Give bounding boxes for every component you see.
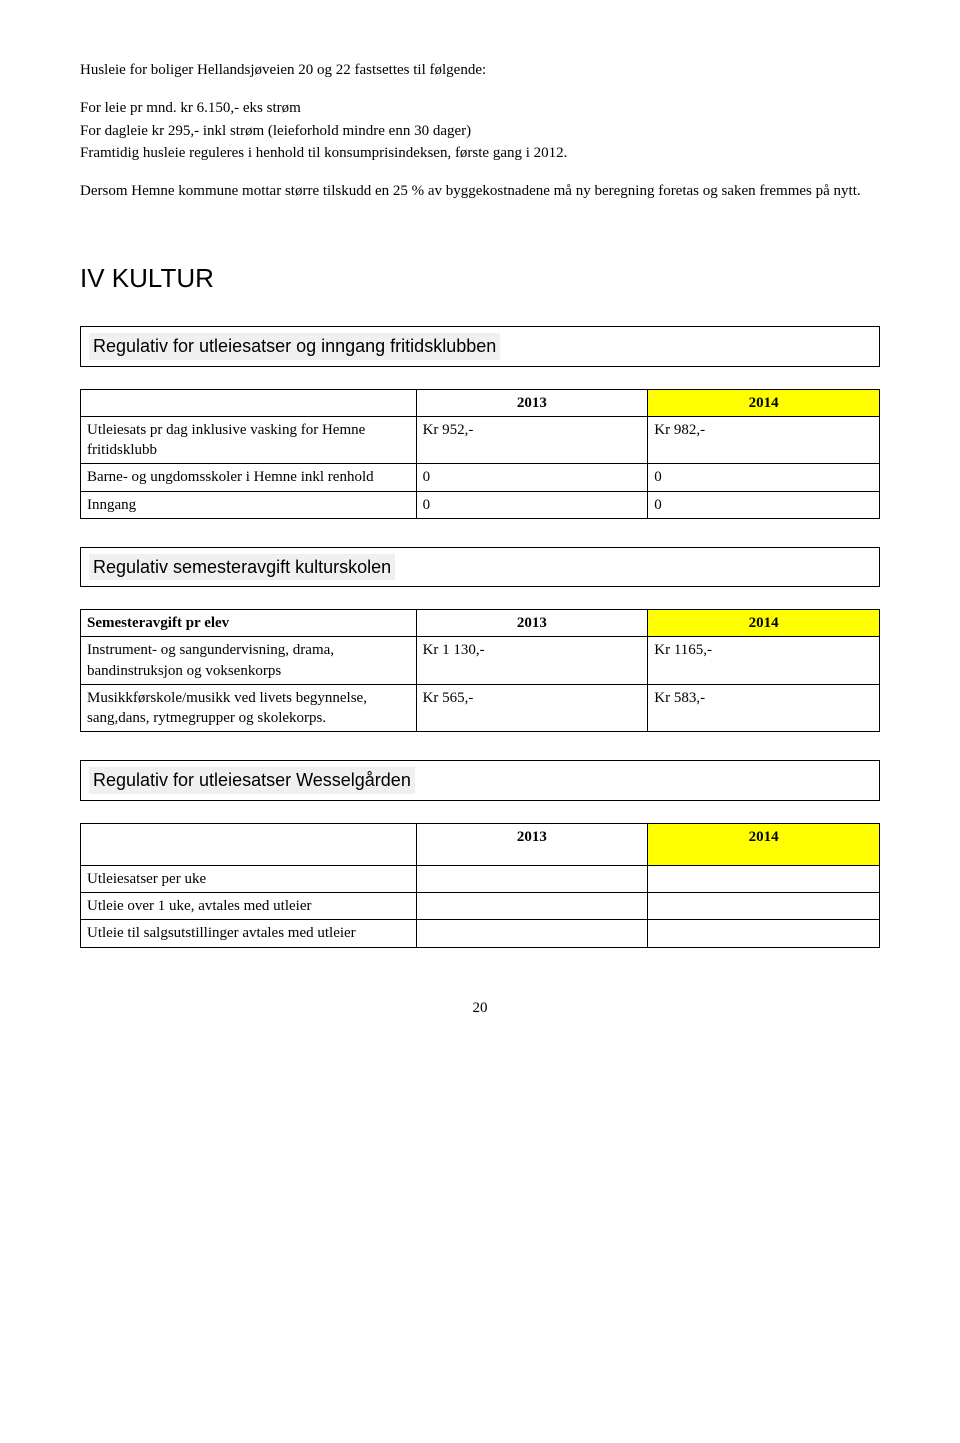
reg2-row0-v2: Kr 1165,- <box>648 637 880 685</box>
reg3-header-y2: 2014 <box>648 823 880 865</box>
reg2-table: Semesteravgift pr elev 2013 2014 Instrum… <box>80 609 880 732</box>
table-row: Barne- og ungdomsskoler i Hemne inkl ren… <box>81 464 880 491</box>
table-row: Instrument- og sangundervisning, drama, … <box>81 637 880 685</box>
reg3-row0-label: Utleiesatser per uke <box>81 865 417 892</box>
reg3-title-box: Regulativ for utleiesatser Wesselgården <box>80 760 880 800</box>
reg1-row2-label: Inngang <box>81 491 417 518</box>
reg2-row1-v1: Kr 565,- <box>416 684 648 732</box>
reg1-header-y2: 2014 <box>648 389 880 416</box>
reg1-row2-v2: 0 <box>648 491 880 518</box>
reg1-row1-v2: 0 <box>648 464 880 491</box>
reg2-row0-label: Instrument- og sangundervisning, drama, … <box>81 637 417 685</box>
reg3-row2-v2 <box>648 920 880 947</box>
intro-p5: Dersom Hemne kommune mottar større tilsk… <box>80 181 880 201</box>
reg1-row0-v1: Kr 952,- <box>416 416 648 464</box>
reg1-header-y1: 2013 <box>416 389 648 416</box>
table-row: Utleiesatser per uke <box>81 865 880 892</box>
reg3-title: Regulativ for utleiesatser Wesselgården <box>89 767 415 793</box>
reg1-title: Regulativ for utleiesatser og inngang fr… <box>89 333 500 359</box>
table-row: Musikkførskole/musikk ved livets begynne… <box>81 684 880 732</box>
reg2-row0-v1: Kr 1 130,- <box>416 637 648 685</box>
reg1-header-blank <box>81 389 417 416</box>
page-number: 20 <box>80 998 880 1018</box>
intro-p4: Framtidig husleie reguleres i henhold ti… <box>80 143 880 163</box>
reg1-row1-label: Barne- og ungdomsskoler i Hemne inkl ren… <box>81 464 417 491</box>
table-row: Utleie over 1 uke, avtales med utleier <box>81 893 880 920</box>
reg3-header-blank <box>81 823 417 865</box>
reg1-row2-v1: 0 <box>416 491 648 518</box>
reg3-row0-v2 <box>648 865 880 892</box>
reg3-row1-v1 <box>416 893 648 920</box>
reg2-title-box: Regulativ semesteravgift kulturskolen <box>80 547 880 587</box>
reg3-row2-v1 <box>416 920 648 947</box>
reg2-row1-v2: Kr 583,- <box>648 684 880 732</box>
reg1-row1-v1: 0 <box>416 464 648 491</box>
intro-p1: Husleie for boliger Hellandsjøveien 20 o… <box>80 60 880 80</box>
reg2-row1-label: Musikkførskole/musikk ved livets begynne… <box>81 684 417 732</box>
reg2-header-y1: 2013 <box>416 610 648 637</box>
reg1-row0-label: Utleiesats pr dag inklusive vasking for … <box>81 416 417 464</box>
reg2-header-label: Semesteravgift pr elev <box>81 610 417 637</box>
intro-block-2: For leie pr mnd. kr 6.150,- eks strøm Fo… <box>80 98 880 163</box>
reg3-row1-v2 <box>648 893 880 920</box>
reg2-header-y2: 2014 <box>648 610 880 637</box>
reg3-header-row: 2013 2014 <box>81 823 880 865</box>
intro-block-3: Dersom Hemne kommune mottar større tilsk… <box>80 181 880 201</box>
reg3-row2-label: Utleie til salgsutstillinger avtales med… <box>81 920 417 947</box>
reg1-row0-v2: Kr 982,- <box>648 416 880 464</box>
section-title: IV KULTUR <box>80 261 880 296</box>
reg1-header-row: 2013 2014 <box>81 389 880 416</box>
reg2-header-row: Semesteravgift pr elev 2013 2014 <box>81 610 880 637</box>
reg3-row0-v1 <box>416 865 648 892</box>
reg3-header-y1: 2013 <box>416 823 648 865</box>
reg2-title: Regulativ semesteravgift kulturskolen <box>89 554 395 580</box>
table-row: Utleie til salgsutstillinger avtales med… <box>81 920 880 947</box>
intro-p3: For dagleie kr 295,- inkl strøm (leiefor… <box>80 121 880 141</box>
reg3-row1-label: Utleie over 1 uke, avtales med utleier <box>81 893 417 920</box>
intro-block: Husleie for boliger Hellandsjøveien 20 o… <box>80 60 880 80</box>
reg3-table: 2013 2014 Utleiesatser per uke Utleie ov… <box>80 823 880 948</box>
intro-p2: For leie pr mnd. kr 6.150,- eks strøm <box>80 98 880 118</box>
table-row: Utleiesats pr dag inklusive vasking for … <box>81 416 880 464</box>
reg1-title-box: Regulativ for utleiesatser og inngang fr… <box>80 326 880 366</box>
reg1-table: 2013 2014 Utleiesats pr dag inklusive va… <box>80 389 880 519</box>
table-row: Inngang 0 0 <box>81 491 880 518</box>
